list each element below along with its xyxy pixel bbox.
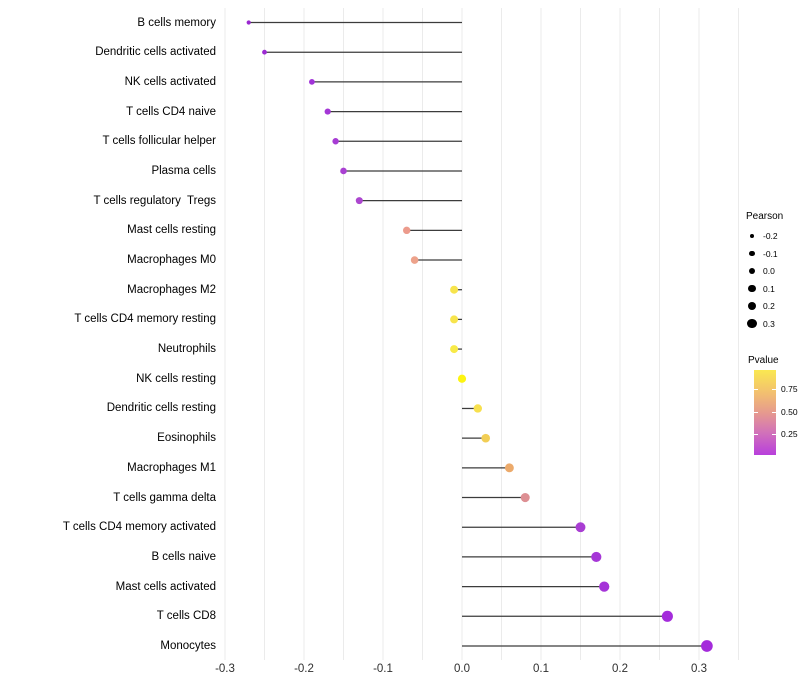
data-point — [450, 285, 459, 294]
x-axis-tick-label: 0.0 — [454, 663, 470, 675]
data-point — [591, 551, 602, 563]
legend-size-label: 0.2 — [763, 301, 775, 311]
y-axis-label: B cells memory — [137, 16, 216, 29]
data-point — [599, 581, 610, 592]
x-axis-tick-label: 0.3 — [691, 663, 707, 675]
x-axis-tick-label: -0.2 — [294, 663, 314, 675]
y-axis-label: T cells follicular helper — [102, 135, 216, 148]
x-axis-tick-label: -0.1 — [373, 663, 393, 675]
legend-size-dot — [747, 318, 757, 329]
data-point — [481, 433, 491, 443]
y-axis-label: Macrophages M2 — [127, 283, 216, 296]
colorbar-tick-mark — [772, 434, 776, 435]
colorbar-tick-mark — [772, 411, 776, 413]
legend-size-dot — [748, 267, 756, 275]
colorbar-tick-mark — [754, 411, 758, 413]
data-point — [309, 78, 315, 85]
y-axis-label: T cells CD4 naive — [126, 105, 216, 118]
data-point — [701, 640, 713, 652]
colorbar-tick-mark — [754, 434, 758, 435]
legend-size-label: -0.1 — [763, 248, 778, 259]
data-point — [457, 374, 467, 383]
x-axis-tick-label: 0.1 — [533, 663, 549, 675]
y-axis-label: Dendritic cells activated — [95, 46, 216, 59]
y-axis-label: Mast cells activated — [115, 580, 216, 593]
y-axis-label: T cells gamma delta — [113, 491, 216, 504]
legend-size-dot — [747, 301, 757, 311]
x-axis-tick-label: -0.3 — [215, 663, 235, 675]
legend-size-dot — [749, 233, 755, 239]
colorbar-tick-mark — [754, 389, 758, 390]
y-axis-label: Neutrophils — [157, 343, 216, 356]
pvalue-legend-title: Pvalue — [748, 355, 779, 366]
y-axis-label: Monocytes — [160, 639, 216, 652]
data-point — [355, 197, 363, 205]
y-axis-label: NK cells activated — [124, 75, 216, 88]
y-axis-label: NK cells resting — [136, 372, 216, 385]
data-point — [332, 138, 339, 145]
data-point — [262, 49, 267, 55]
legend-size-label: 0.3 — [763, 318, 775, 329]
colorbar-tick-label: 0.75 — [781, 384, 798, 394]
data-point — [520, 492, 530, 503]
y-axis-label: T cells CD4 memory resting — [74, 313, 216, 326]
y-axis-label: Dendritic cells resting — [106, 402, 216, 415]
legend-size-dot — [749, 250, 755, 257]
y-axis-label: Macrophages M1 — [127, 461, 216, 474]
y-axis-label: T cells CD4 memory activated — [62, 521, 216, 534]
pvalue-colorbar — [754, 370, 776, 455]
legend-size-label: 0.1 — [763, 283, 775, 294]
y-axis-label: Plasma cells — [151, 164, 216, 177]
legend-size-label: 0.0 — [763, 266, 775, 276]
data-point — [403, 226, 411, 235]
legend-size-label: -0.2 — [763, 231, 778, 241]
y-axis-label: Macrophages M0 — [127, 254, 216, 267]
data-point — [450, 315, 459, 324]
y-axis-label: Eosinophils — [157, 432, 216, 445]
data-point — [246, 20, 251, 25]
legend-size-dot — [748, 284, 756, 293]
data-point — [661, 610, 673, 622]
data-point — [473, 404, 482, 413]
data-point — [575, 522, 586, 533]
data-point — [410, 256, 419, 264]
y-axis-label: T cells CD8 — [156, 610, 216, 623]
colorbar-tick-label: 0.25 — [781, 429, 798, 439]
y-axis-label: T cells regulatory Tregs — [93, 194, 216, 207]
y-axis-label: B cells naive — [151, 550, 216, 563]
colorbar-tick-label: 0.50 — [781, 406, 798, 417]
colorbar-tick-mark — [772, 389, 776, 390]
x-axis-tick-label: 0.2 — [612, 663, 628, 675]
y-axis-label: Mast cells resting — [127, 224, 216, 237]
data-point — [450, 345, 459, 354]
pearson-legend-title: Pearson — [746, 211, 784, 222]
data-point — [504, 463, 514, 473]
data-point — [340, 167, 347, 175]
data-point — [324, 108, 331, 115]
